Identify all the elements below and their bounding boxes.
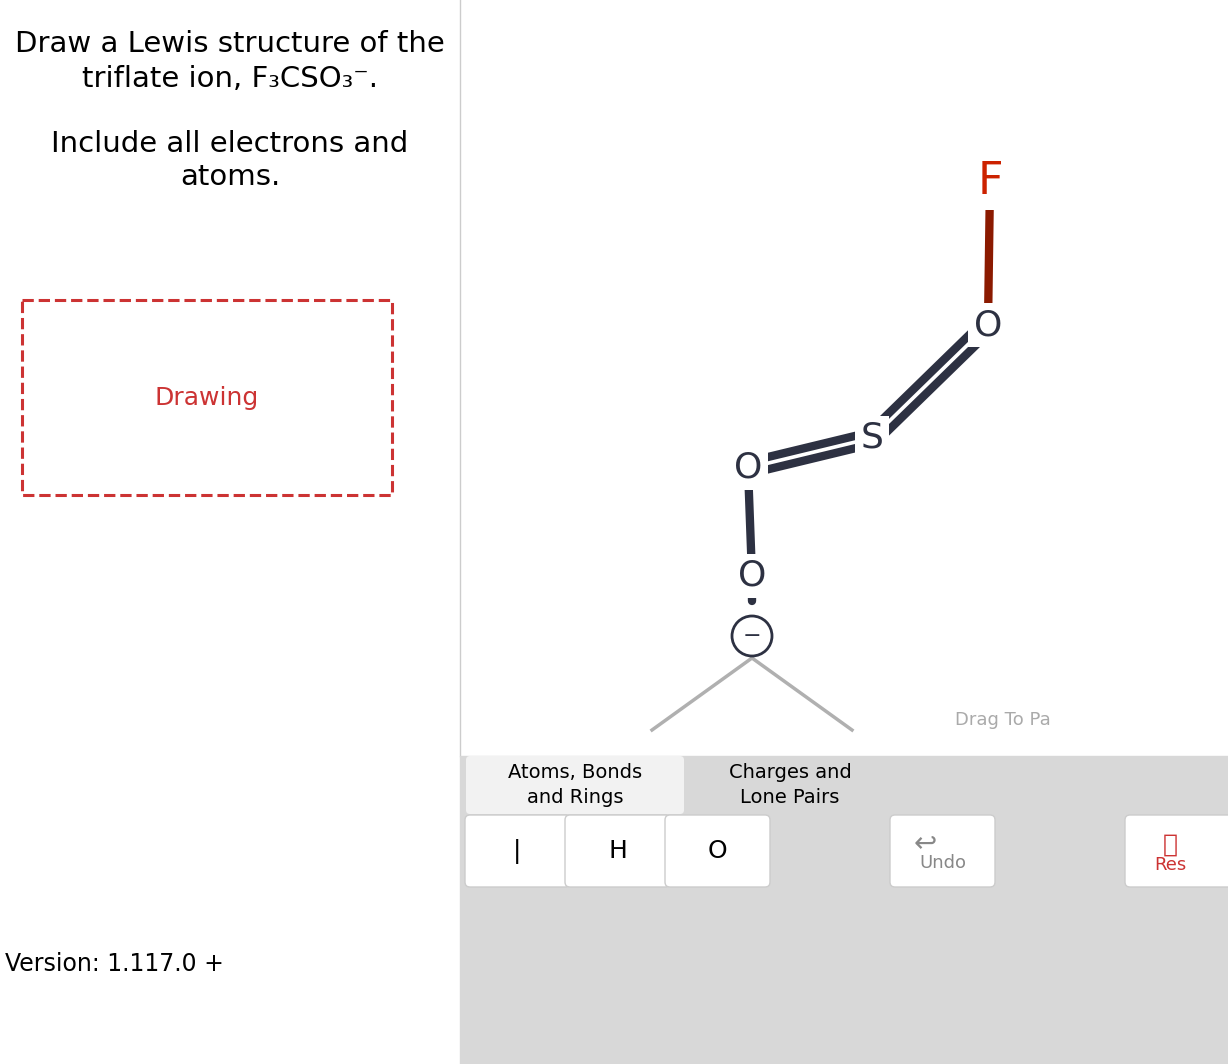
Circle shape xyxy=(732,616,772,656)
FancyBboxPatch shape xyxy=(890,815,995,887)
Text: F: F xyxy=(977,161,1003,203)
FancyBboxPatch shape xyxy=(465,815,570,887)
Text: Charges and
Lone Pairs: Charges and Lone Pairs xyxy=(728,763,851,807)
FancyBboxPatch shape xyxy=(565,815,670,887)
Bar xyxy=(460,757,1228,1064)
Text: Version: 1.117.0 +: Version: 1.117.0 + xyxy=(5,952,223,976)
FancyBboxPatch shape xyxy=(1125,815,1228,887)
FancyBboxPatch shape xyxy=(465,757,684,814)
Text: Drawing: Drawing xyxy=(155,385,259,410)
Text: O: O xyxy=(974,307,1002,342)
Text: O: O xyxy=(734,451,763,485)
Text: Drag To Pa: Drag To Pa xyxy=(955,711,1051,729)
Text: Include all electrons and: Include all electrons and xyxy=(52,130,409,157)
Text: Draw a Lewis structure of the: Draw a Lewis structure of the xyxy=(15,30,445,59)
Text: O: O xyxy=(707,839,727,863)
Text: atoms.: atoms. xyxy=(179,163,280,192)
Text: 🗑: 🗑 xyxy=(1163,833,1178,857)
Text: Res: Res xyxy=(1154,857,1186,874)
Text: ↩: ↩ xyxy=(914,829,937,857)
FancyBboxPatch shape xyxy=(666,815,770,887)
Text: triflate ion, F₃CSO₃⁻.: triflate ion, F₃CSO₃⁻. xyxy=(82,65,378,93)
Text: H: H xyxy=(608,839,628,863)
Text: |: | xyxy=(513,838,522,864)
Text: −: − xyxy=(743,626,761,646)
Text: Atoms, Bonds
and Rings: Atoms, Bonds and Rings xyxy=(508,763,642,807)
Text: Undo: Undo xyxy=(919,854,966,872)
Text: S: S xyxy=(861,421,883,455)
Text: O: O xyxy=(738,559,766,593)
